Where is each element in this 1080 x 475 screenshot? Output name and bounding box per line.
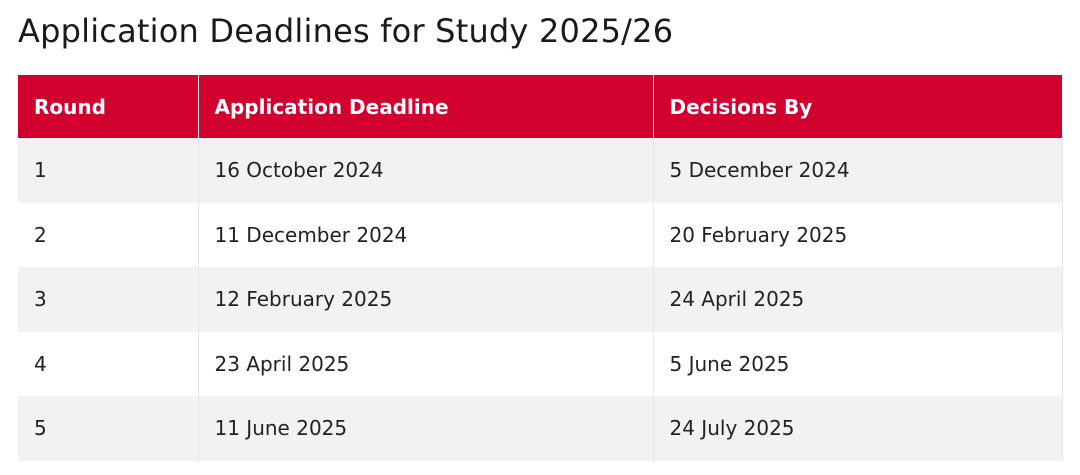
table-cell: 3 bbox=[18, 267, 199, 332]
table-cell: 16 October 2024 bbox=[197, 138, 654, 203]
table-cell: 2 bbox=[18, 202, 199, 267]
table-cell: 24 April 2025 bbox=[652, 267, 1063, 332]
table-cell: 1 bbox=[18, 138, 199, 203]
page-title: Application Deadlines for Study 2025/26 bbox=[18, 12, 674, 50]
table-cell: 5 December 2024 bbox=[652, 138, 1063, 203]
table-cell: 24 July 2025 bbox=[652, 396, 1063, 461]
table-row: 2 11 December 2024 20 February 2025 bbox=[18, 202, 1063, 267]
table-cell: 4 bbox=[18, 331, 199, 396]
column-header: Decisions By bbox=[652, 75, 1062, 138]
table-cell: 23 April 2025 bbox=[197, 331, 654, 396]
header-row: Round Application Deadline Decisions By bbox=[18, 75, 1062, 138]
table-cell: 12 February 2025 bbox=[197, 267, 654, 332]
table-row: 5 11 June 2025 24 July 2025 bbox=[18, 396, 1063, 461]
table-row: 4 23 April 2025 5 June 2025 bbox=[18, 331, 1063, 396]
table-row: 1 16 October 2024 5 December 2024 bbox=[18, 138, 1063, 203]
table-row: 3 12 February 2025 24 April 2025 bbox=[18, 267, 1063, 332]
column-header: Round bbox=[18, 75, 198, 138]
table-cell: 20 February 2025 bbox=[652, 202, 1063, 267]
table-cell: 11 June 2025 bbox=[197, 396, 654, 461]
column-header: Application Deadline bbox=[197, 75, 653, 138]
table-cell: 5 bbox=[18, 396, 199, 461]
table-cell: 5 June 2025 bbox=[652, 331, 1063, 396]
table-cell: 11 December 2024 bbox=[197, 202, 654, 267]
table-body: 1 16 October 2024 5 December 2024 2 11 Decem… bbox=[18, 138, 1063, 461]
